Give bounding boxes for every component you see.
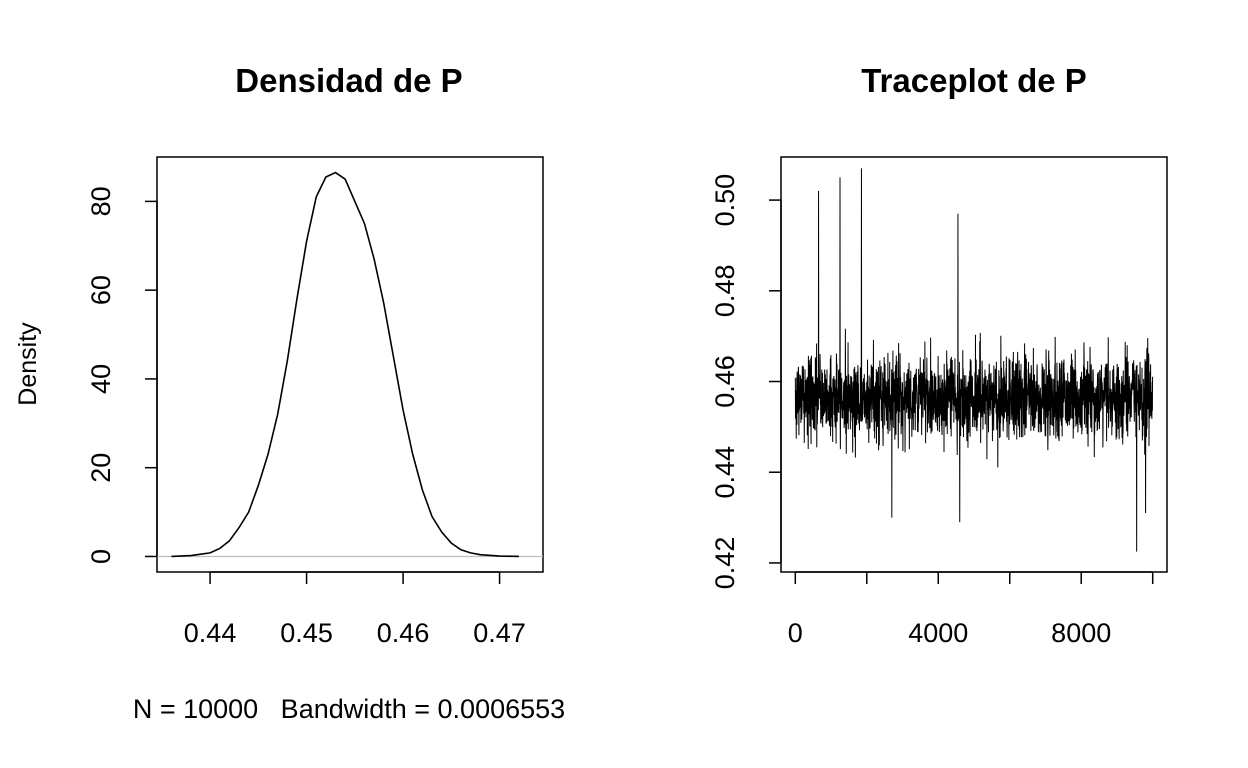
density-x-tick-label: 0.47 bbox=[473, 618, 526, 648]
density-panel: Densidad de P 0.44 0.45 0.46 0.47 0 20 40 60 80… bbox=[14, 62, 565, 724]
trace-panel: Traceplot de P 0 4000 8000 0.420.440.460.4… bbox=[710, 62, 1168, 648]
trace-y-axis: 0.42 0.44 0.46 0.48 0.50 bbox=[710, 174, 782, 590]
trace-x-tick-label: 0 bbox=[788, 618, 803, 648]
density-y-axis: 0 20 40 60 80 bbox=[86, 186, 158, 564]
density-x-tick-label: 0.45 bbox=[280, 618, 333, 648]
trace-x-tick-label: 8000 bbox=[1051, 618, 1111, 648]
density-y-tick-label: 80 bbox=[86, 186, 116, 216]
trace-x-axis: 0 4000 8000 bbox=[788, 571, 1154, 648]
density-x-tick-label: 0.46 bbox=[377, 618, 430, 648]
density-y-axis-label: Density bbox=[14, 322, 42, 406]
trace-y-tick-label: 0.42 bbox=[710, 537, 740, 590]
trace-y-tick-label: 0.46 bbox=[710, 355, 740, 408]
density-y-tick-label: 0 bbox=[86, 549, 116, 564]
trace-title: Traceplot de P bbox=[861, 62, 1087, 99]
density-y-tick-label: 20 bbox=[86, 453, 116, 483]
density-plot-frame bbox=[156, 156, 544, 573]
density-title: Densidad de P bbox=[235, 62, 462, 99]
trace-y-tick-label: 0.48 bbox=[710, 265, 740, 318]
trace-x-tick-label: 4000 bbox=[908, 618, 968, 648]
trace-plot-frame bbox=[780, 156, 1168, 573]
density-y-tick-label: 40 bbox=[86, 364, 116, 394]
density-curve bbox=[171, 171, 519, 558]
density-y-tick-label: 60 bbox=[86, 275, 116, 305]
trace-y-tick-label: 0.50 bbox=[710, 174, 740, 227]
density-x-tick-label: 0.44 bbox=[184, 618, 237, 648]
density-x-axis: 0.44 0.45 0.46 0.47 bbox=[184, 571, 526, 648]
trace-y-tick-label: 0.44 bbox=[710, 446, 740, 499]
density-x-axis-label: N = 10000 Bandwidth = 0.0006553 bbox=[133, 694, 565, 724]
trace-series bbox=[794, 168, 1154, 552]
